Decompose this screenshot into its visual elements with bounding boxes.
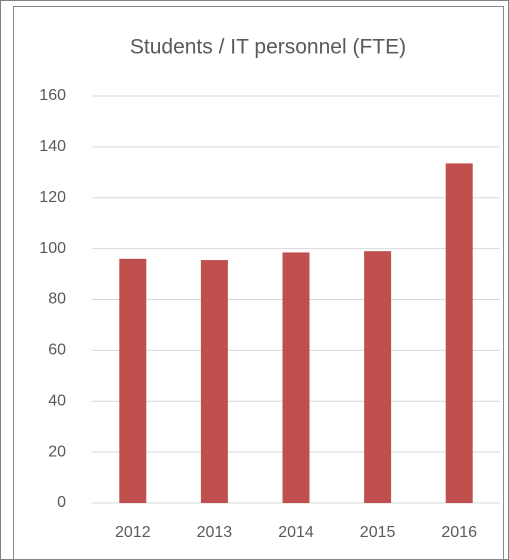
y-tick-label: 100 xyxy=(39,240,66,257)
x-tick-label: 2013 xyxy=(197,524,233,541)
x-tick-label: 2015 xyxy=(360,524,396,541)
bar xyxy=(282,252,310,503)
chart-title: Students / IT personnel (FTE) xyxy=(130,36,406,59)
bar xyxy=(364,251,392,503)
x-tick-label: 2016 xyxy=(441,524,477,541)
y-tick-label: 160 xyxy=(39,87,66,104)
x-tick-label: 2012 xyxy=(115,524,151,541)
bar xyxy=(445,163,473,504)
y-tick-label: 80 xyxy=(48,291,66,308)
y-tick-label: 40 xyxy=(48,392,66,409)
y-tick-label: 0 xyxy=(57,494,66,511)
y-tick-label: 20 xyxy=(48,443,66,460)
y-tick-label: 60 xyxy=(48,342,66,359)
bar xyxy=(119,258,147,503)
bar xyxy=(200,260,228,503)
y-tick-label: 120 xyxy=(39,189,66,206)
x-tick-label: 2014 xyxy=(278,524,314,541)
y-tick-label: 140 xyxy=(39,138,66,155)
chart-border xyxy=(13,6,504,560)
